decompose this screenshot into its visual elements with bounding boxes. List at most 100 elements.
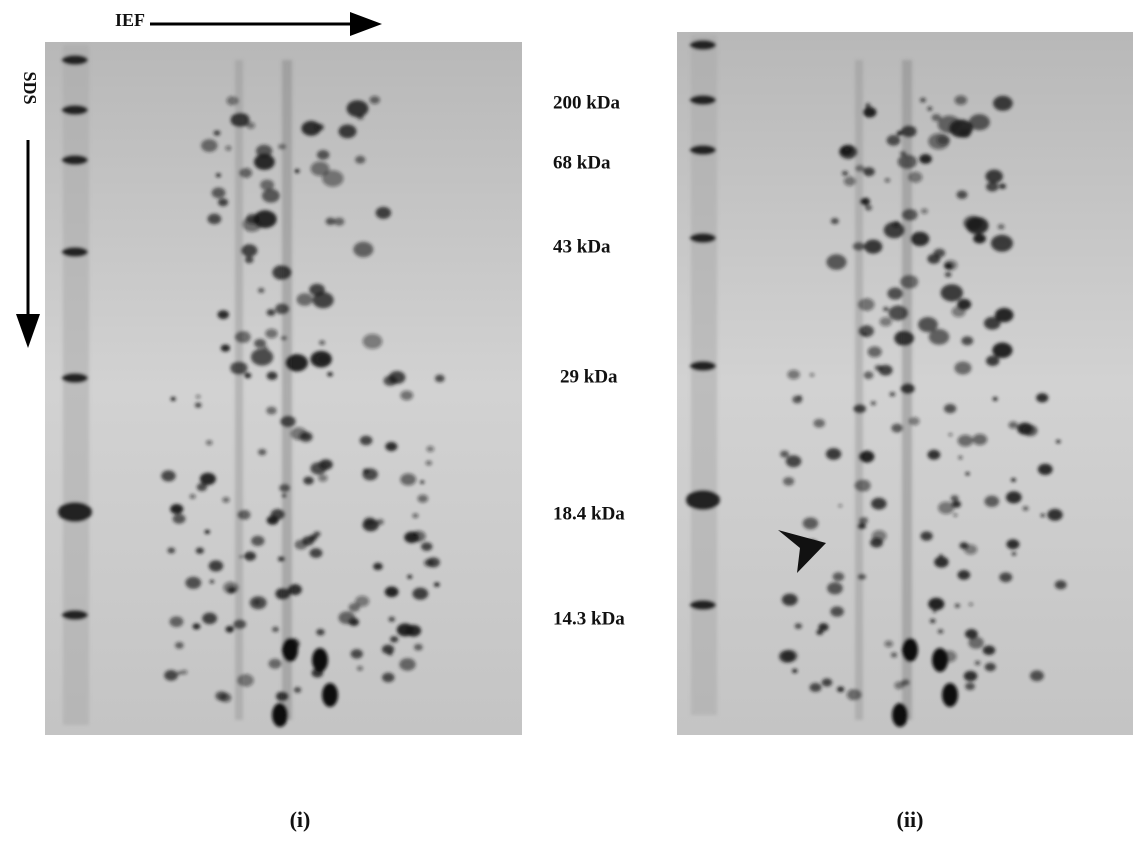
protein-spot (251, 535, 265, 547)
protein-spot (832, 572, 845, 582)
protein-spot (917, 316, 938, 333)
protein-spot (294, 169, 300, 174)
panel-label: (i) (290, 807, 311, 832)
protein-spot (830, 606, 844, 617)
protein-spot (894, 330, 915, 346)
protein-spot (181, 669, 188, 675)
protein-spot (919, 154, 932, 164)
protein-spot (884, 178, 891, 183)
protein-spot (396, 623, 414, 637)
protein-spot (161, 470, 176, 482)
protein-spot (301, 120, 321, 136)
protein-spot (1054, 580, 1067, 590)
protein-spot (897, 154, 917, 170)
protein-spot (843, 176, 857, 187)
protein-spot (338, 611, 356, 625)
protein-spot (901, 679, 910, 686)
protein-spot (217, 310, 229, 320)
protein-spot (399, 658, 416, 671)
protein-spot (901, 208, 918, 221)
protein-spot (249, 596, 267, 610)
protein-spot (189, 494, 196, 499)
protein-spot (213, 130, 221, 136)
protein-spot (920, 208, 928, 214)
protein-spot (185, 576, 202, 589)
protein-spot (830, 218, 839, 225)
protein-spot (854, 479, 871, 492)
sds-label: SDS (20, 71, 40, 104)
protein-spot (944, 262, 953, 270)
protein-spot (1047, 508, 1063, 521)
protein-spot (261, 188, 280, 203)
protein-spot (381, 644, 395, 655)
protein-spot (781, 649, 798, 662)
protein-spot (974, 660, 981, 666)
protein-spot (322, 683, 338, 707)
ladder-band (62, 105, 88, 115)
protein-spot (1005, 491, 1022, 504)
protein-spot (310, 350, 332, 368)
protein-spot (968, 602, 973, 606)
protein-spot (287, 584, 302, 596)
protein-spot (169, 616, 184, 628)
protein-spot (852, 241, 865, 251)
ladder-band (690, 95, 716, 105)
marker-label: 18.4 kDa (553, 503, 625, 524)
protein-spot (417, 494, 429, 503)
protein-spot (809, 373, 815, 377)
protein-spot (302, 536, 315, 546)
protein-spot (412, 587, 429, 600)
protein-spot (215, 691, 228, 701)
protein-spot (201, 139, 218, 152)
protein-spot (965, 472, 970, 476)
protein-spot (858, 325, 874, 338)
protein-spot (927, 253, 941, 264)
protein-spot (892, 703, 908, 727)
protein-spot (246, 122, 256, 129)
protein-spot (281, 493, 287, 498)
ladder-band (62, 247, 88, 257)
protein-spot (1055, 439, 1061, 444)
protein-spot (928, 597, 945, 611)
protein-spot (963, 544, 978, 555)
protein-spot (313, 531, 321, 537)
protein-spot (280, 415, 296, 428)
protein-spot (293, 687, 302, 693)
protein-spot (908, 416, 920, 426)
protein-spot (864, 239, 883, 254)
protein-spot (889, 391, 896, 397)
protein-spot (244, 256, 254, 264)
protein-spot (948, 433, 953, 437)
sds-arrowhead (16, 314, 40, 348)
protein-spot (932, 609, 937, 613)
protein-spot (355, 595, 370, 607)
protein-spot (222, 496, 230, 503)
protein-spot (993, 95, 1013, 111)
protein-spot (230, 112, 250, 128)
ladder-band (690, 40, 716, 50)
protein-spot (195, 547, 204, 554)
protein-spot (433, 582, 440, 587)
ladder-band (62, 610, 88, 620)
protein-spot (238, 167, 253, 178)
ladder-band (58, 502, 92, 522)
protein-spot (983, 316, 1001, 330)
protein-spot (999, 572, 1013, 583)
protein-spot (928, 329, 950, 345)
protein-spot (990, 234, 1013, 252)
ief-arrowhead (350, 12, 382, 36)
protein-spot (797, 395, 802, 400)
protein-spot (957, 570, 971, 580)
marker-label: 14.3 kDa (553, 608, 625, 629)
protein-spot (376, 519, 384, 525)
protein-spot (254, 338, 266, 348)
protein-spot (338, 124, 357, 139)
protein-spot (204, 529, 211, 534)
protein-spot (809, 682, 822, 693)
protein-spot (838, 504, 843, 508)
protein-spot (275, 303, 290, 315)
protein-spot (1011, 551, 1017, 556)
protein-spot (794, 623, 803, 629)
ladder-band (690, 145, 716, 155)
